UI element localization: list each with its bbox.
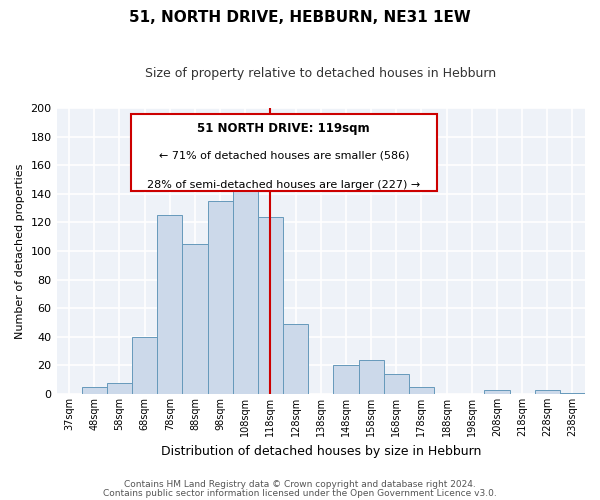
Text: 51 NORTH DRIVE: 119sqm: 51 NORTH DRIVE: 119sqm [197,122,370,136]
Y-axis label: Number of detached properties: Number of detached properties [15,164,25,338]
Bar [560,392,585,394]
Bar [484,390,509,394]
Bar [359,360,383,394]
Bar [409,387,434,394]
Text: Contains HM Land Registry data © Crown copyright and database right 2024.: Contains HM Land Registry data © Crown c… [124,480,476,489]
Text: ← 71% of detached houses are smaller (586): ← 71% of detached houses are smaller (58… [158,151,409,161]
Bar [233,155,258,394]
Bar [157,216,182,394]
Text: 28% of semi-detached houses are larger (227) →: 28% of semi-detached houses are larger (… [147,180,421,190]
Bar [535,390,560,394]
Bar [283,324,308,394]
Title: Size of property relative to detached houses in Hebburn: Size of property relative to detached ho… [145,68,496,80]
Bar [208,201,233,394]
Bar [132,337,157,394]
X-axis label: Distribution of detached houses by size in Hebburn: Distribution of detached houses by size … [161,444,481,458]
Text: 51, NORTH DRIVE, HEBBURN, NE31 1EW: 51, NORTH DRIVE, HEBBURN, NE31 1EW [129,10,471,25]
Bar [107,382,132,394]
FancyBboxPatch shape [131,114,437,191]
Bar [258,216,283,394]
Bar [182,244,208,394]
Bar [383,374,409,394]
Text: Contains public sector information licensed under the Open Government Licence v3: Contains public sector information licen… [103,489,497,498]
Bar [334,366,359,394]
Bar [82,387,107,394]
